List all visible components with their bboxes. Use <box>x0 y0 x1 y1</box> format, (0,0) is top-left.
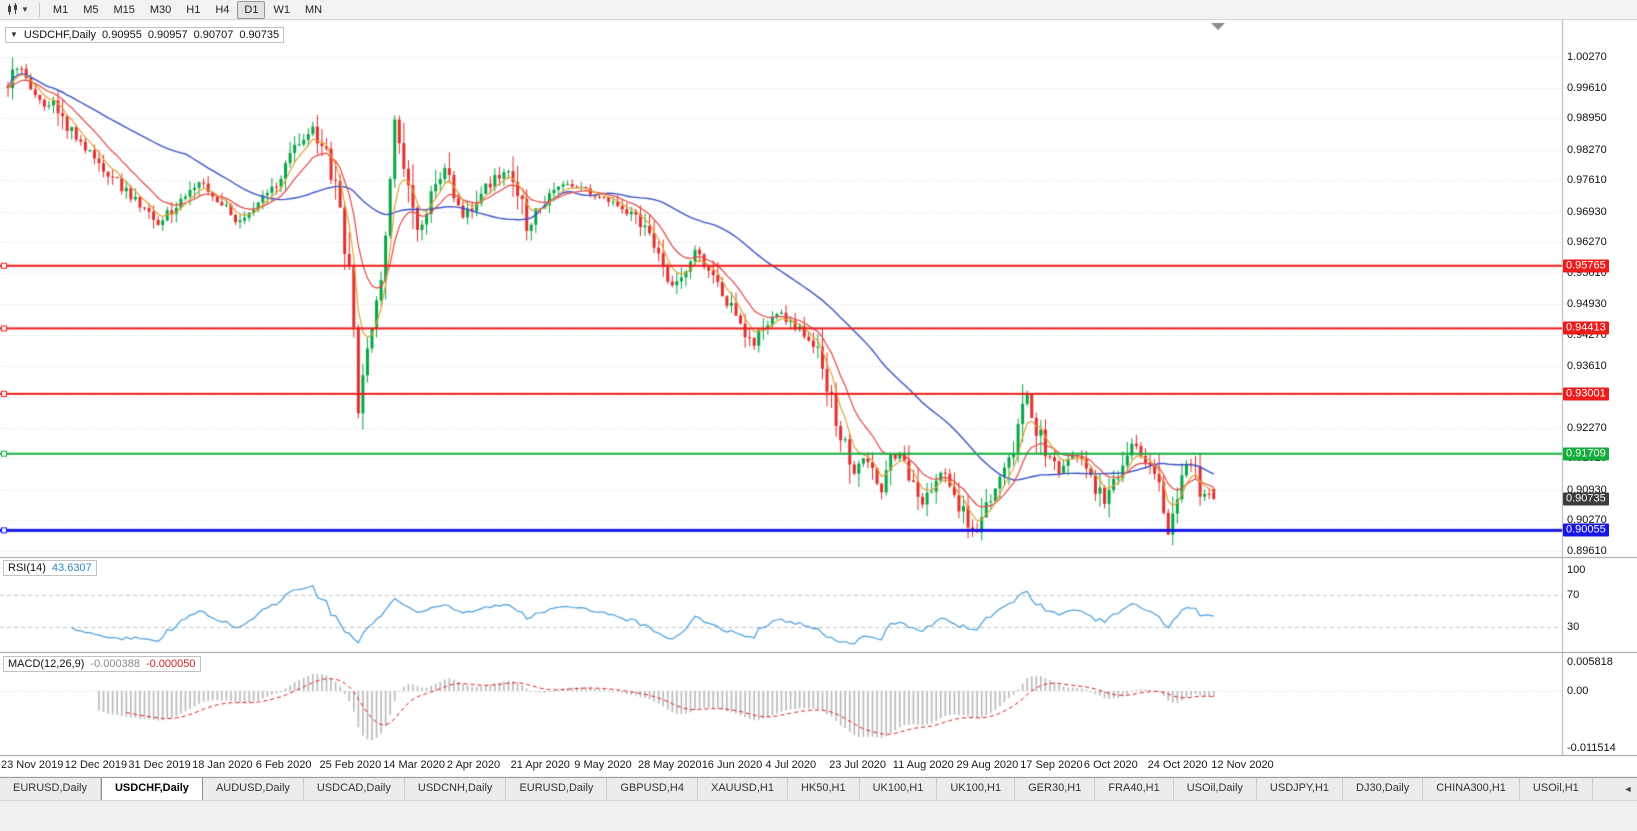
price-scale-label: 0.98950 <box>1567 112 1607 125</box>
macd-name: MACD(12,26,9) <box>8 658 85 670</box>
rsi-scale-label: 100 <box>1567 564 1586 576</box>
collapse-caret-icon[interactable]: ▼ <box>10 30 18 39</box>
date-axis-label: 31 Dec 2019 <box>128 759 191 771</box>
top-toolbar: ▼ M1 M5 M15 M30 H1 H4 D1 W1 MN <box>0 0 1637 20</box>
ohlc-open: 0.90955 <box>102 29 142 41</box>
date-axis-label: 29 Aug 2020 <box>956 759 1019 771</box>
chart-tab-usoil-h1[interactable]: USOil,H1 <box>1519 778 1593 800</box>
date-axis-label: 6 Feb 2020 <box>255 759 312 771</box>
date-axis-label: 23 Nov 2019 <box>1 759 64 771</box>
timeframe-button-group: M1 M5 M15 M30 H1 H4 D1 W1 MN <box>46 0 329 19</box>
chart-tab-usdchf-daily[interactable]: USDCHF,Daily <box>100 778 203 800</box>
tab-scroll-left-button[interactable]: ◄ <box>1623 784 1633 794</box>
rsi-indicator-label: RSI(14) 43.6307 <box>3 560 97 576</box>
hline-price-tag[interactable]: 0.91709 <box>1563 447 1609 461</box>
timeframe-button-m30[interactable]: M30 <box>149 3 172 16</box>
chart-tab-usdcad-daily[interactable]: USDCAD,Daily <box>303 778 405 800</box>
ohlc-close: 0.90735 <box>239 29 280 41</box>
chevron-down-icon[interactable]: ▼ <box>21 4 29 14</box>
timeframe-button-m5[interactable]: M5 <box>83 3 99 16</box>
price-scale-label: 0.94930 <box>1567 298 1607 311</box>
date-axis-label: 25 Feb 2020 <box>319 759 382 771</box>
price-scale-label: 0.98270 <box>1567 143 1607 156</box>
date-axis-label: 18 Jan 2020 <box>192 759 253 771</box>
price-scale-label: 0.96930 <box>1567 205 1607 218</box>
date-axis-label: 9 May 2020 <box>574 759 632 771</box>
timeframe-button-d1[interactable]: D1 <box>237 0 266 19</box>
chart-symbol-period: USDCHF,Daily <box>23 29 97 41</box>
chart-tabs-bar: EURUSD,Daily USDCHF,Daily AUDUSD,Daily USDC… <box>0 777 1637 800</box>
toolbar-separator <box>38 2 40 17</box>
hline-price-tag[interactable]: 0.94413 <box>1563 321 1609 335</box>
chart-tab-gbpusd-h4[interactable]: GBPUSD,H4 <box>607 778 698 800</box>
price-scale-label: 0.92270 <box>1567 421 1607 434</box>
chart-tab-hk50-h1[interactable]: HK50,H1 <box>787 778 860 800</box>
date-axis-label: 2 Apr 2020 <box>446 759 501 771</box>
date-axis-label: 4 Jul 2020 <box>765 759 817 771</box>
timeframe-button-h4[interactable]: H4 <box>215 3 230 16</box>
macd-signal-value: -0.000050 <box>145 658 196 670</box>
date-axis-label: 12 Nov 2020 <box>1211 759 1274 771</box>
hline-price-tag[interactable]: 0.93001 <box>1563 387 1609 401</box>
date-axis-label: 17 Sep 2020 <box>1020 759 1083 771</box>
timeframe-button-h1[interactable]: H1 <box>186 3 201 16</box>
date-axis-label: 21 Apr 2020 <box>510 759 570 771</box>
timeframe-button-w1[interactable]: W1 <box>273 3 290 16</box>
date-axis-label: 11 Aug 2020 <box>892 759 954 771</box>
current-price-tag: 0.90735 <box>1563 492 1609 506</box>
macd-value: -0.000388 <box>90 658 140 670</box>
hline-price-tag[interactable]: 0.90055 <box>1563 523 1609 537</box>
price-scale-label: 0.99610 <box>1567 81 1607 94</box>
chart-tab-eurusd-daily[interactable]: EURUSD,Daily <box>506 778 608 800</box>
chart-tab-ger30-h1[interactable]: GER30,H1 <box>1015 778 1096 800</box>
rsi-name: RSI(14) <box>8 562 46 574</box>
chart-tab-xauusd-h1[interactable]: XAUUSD,H1 <box>697 778 788 800</box>
date-axis-label: 24 Oct 2020 <box>1147 759 1208 771</box>
chart-tab-audusd-daily[interactable]: AUDUSD,Daily <box>202 778 304 800</box>
date-axis-label: 14 Mar 2020 <box>383 759 445 771</box>
macd-indicator-label: MACD(12,26,9) -0.000388 -0.000050 <box>3 656 201 672</box>
timeframe-button-m1[interactable]: M1 <box>52 3 69 16</box>
chart-tab-usdcnh-daily[interactable]: USDCNH,Daily <box>404 778 507 800</box>
chart-tab-china300-h1[interactable]: CHINA300,H1 <box>1423 778 1520 800</box>
date-axis-label: 16 Jun 2020 <box>701 759 763 771</box>
candlestick-chart-icon[interactable] <box>6 3 20 16</box>
status-bar <box>0 800 1637 831</box>
price-scale-label: 0.89610 <box>1567 545 1607 557</box>
chart-tab-fra40-h1[interactable]: FRA40,H1 <box>1095 778 1174 800</box>
timeframe-button-mn[interactable]: MN <box>304 3 323 16</box>
macd-scale-label: 0.00 <box>1567 685 1589 697</box>
price-scale-label: 0.93610 <box>1567 359 1607 372</box>
rsi-scale-label: 30 <box>1567 621 1580 634</box>
price-scale-label: 0.90270 <box>1567 514 1607 527</box>
chart-tab-usoil-daily[interactable]: USOil,Daily <box>1173 778 1257 800</box>
ohlc-low: 0.90707 <box>193 29 234 41</box>
chart-tab-uk100-h1[interactable]: UK100,H1 <box>859 778 938 800</box>
chart-tab-dj30-daily[interactable]: DJ30,Daily <box>1343 778 1424 800</box>
timeframe-button-m15[interactable]: M15 <box>113 3 135 16</box>
hline-price-tag[interactable]: 0.95765 <box>1563 259 1609 273</box>
price-scale-label: 0.97610 <box>1567 174 1607 187</box>
macd-scale-label: -0.011514 <box>1567 742 1616 755</box>
chart-tab-usdjpy-h1[interactable]: USDJPY,H1 <box>1256 778 1344 800</box>
price-scale-label: 1.00270 <box>1567 51 1607 63</box>
ohlc-high: 0.90957 <box>147 29 188 41</box>
macd-scale-label: 0.005818 <box>1567 656 1613 669</box>
date-axis-label: 23 Jul 2020 <box>829 759 886 771</box>
date-axis-label: 12 Dec 2019 <box>64 759 128 771</box>
chart-tab-eurusd-daily[interactable]: EURUSD,Daily <box>0 778 101 800</box>
date-axis-label: 6 Oct 2020 <box>1083 759 1138 771</box>
price-scale-label: 0.96270 <box>1567 236 1607 249</box>
rsi-value: 43.6307 <box>51 562 92 574</box>
rsi-scale-label: 70 <box>1567 588 1580 601</box>
date-axis-label: 28 May 2020 <box>638 759 702 771</box>
chart-title: ▼ USDCHF,Daily 0.90955 0.90957 0.90707 0… <box>5 27 285 43</box>
chart-tab-uk100-h1[interactable]: UK100,H1 <box>937 778 1016 800</box>
